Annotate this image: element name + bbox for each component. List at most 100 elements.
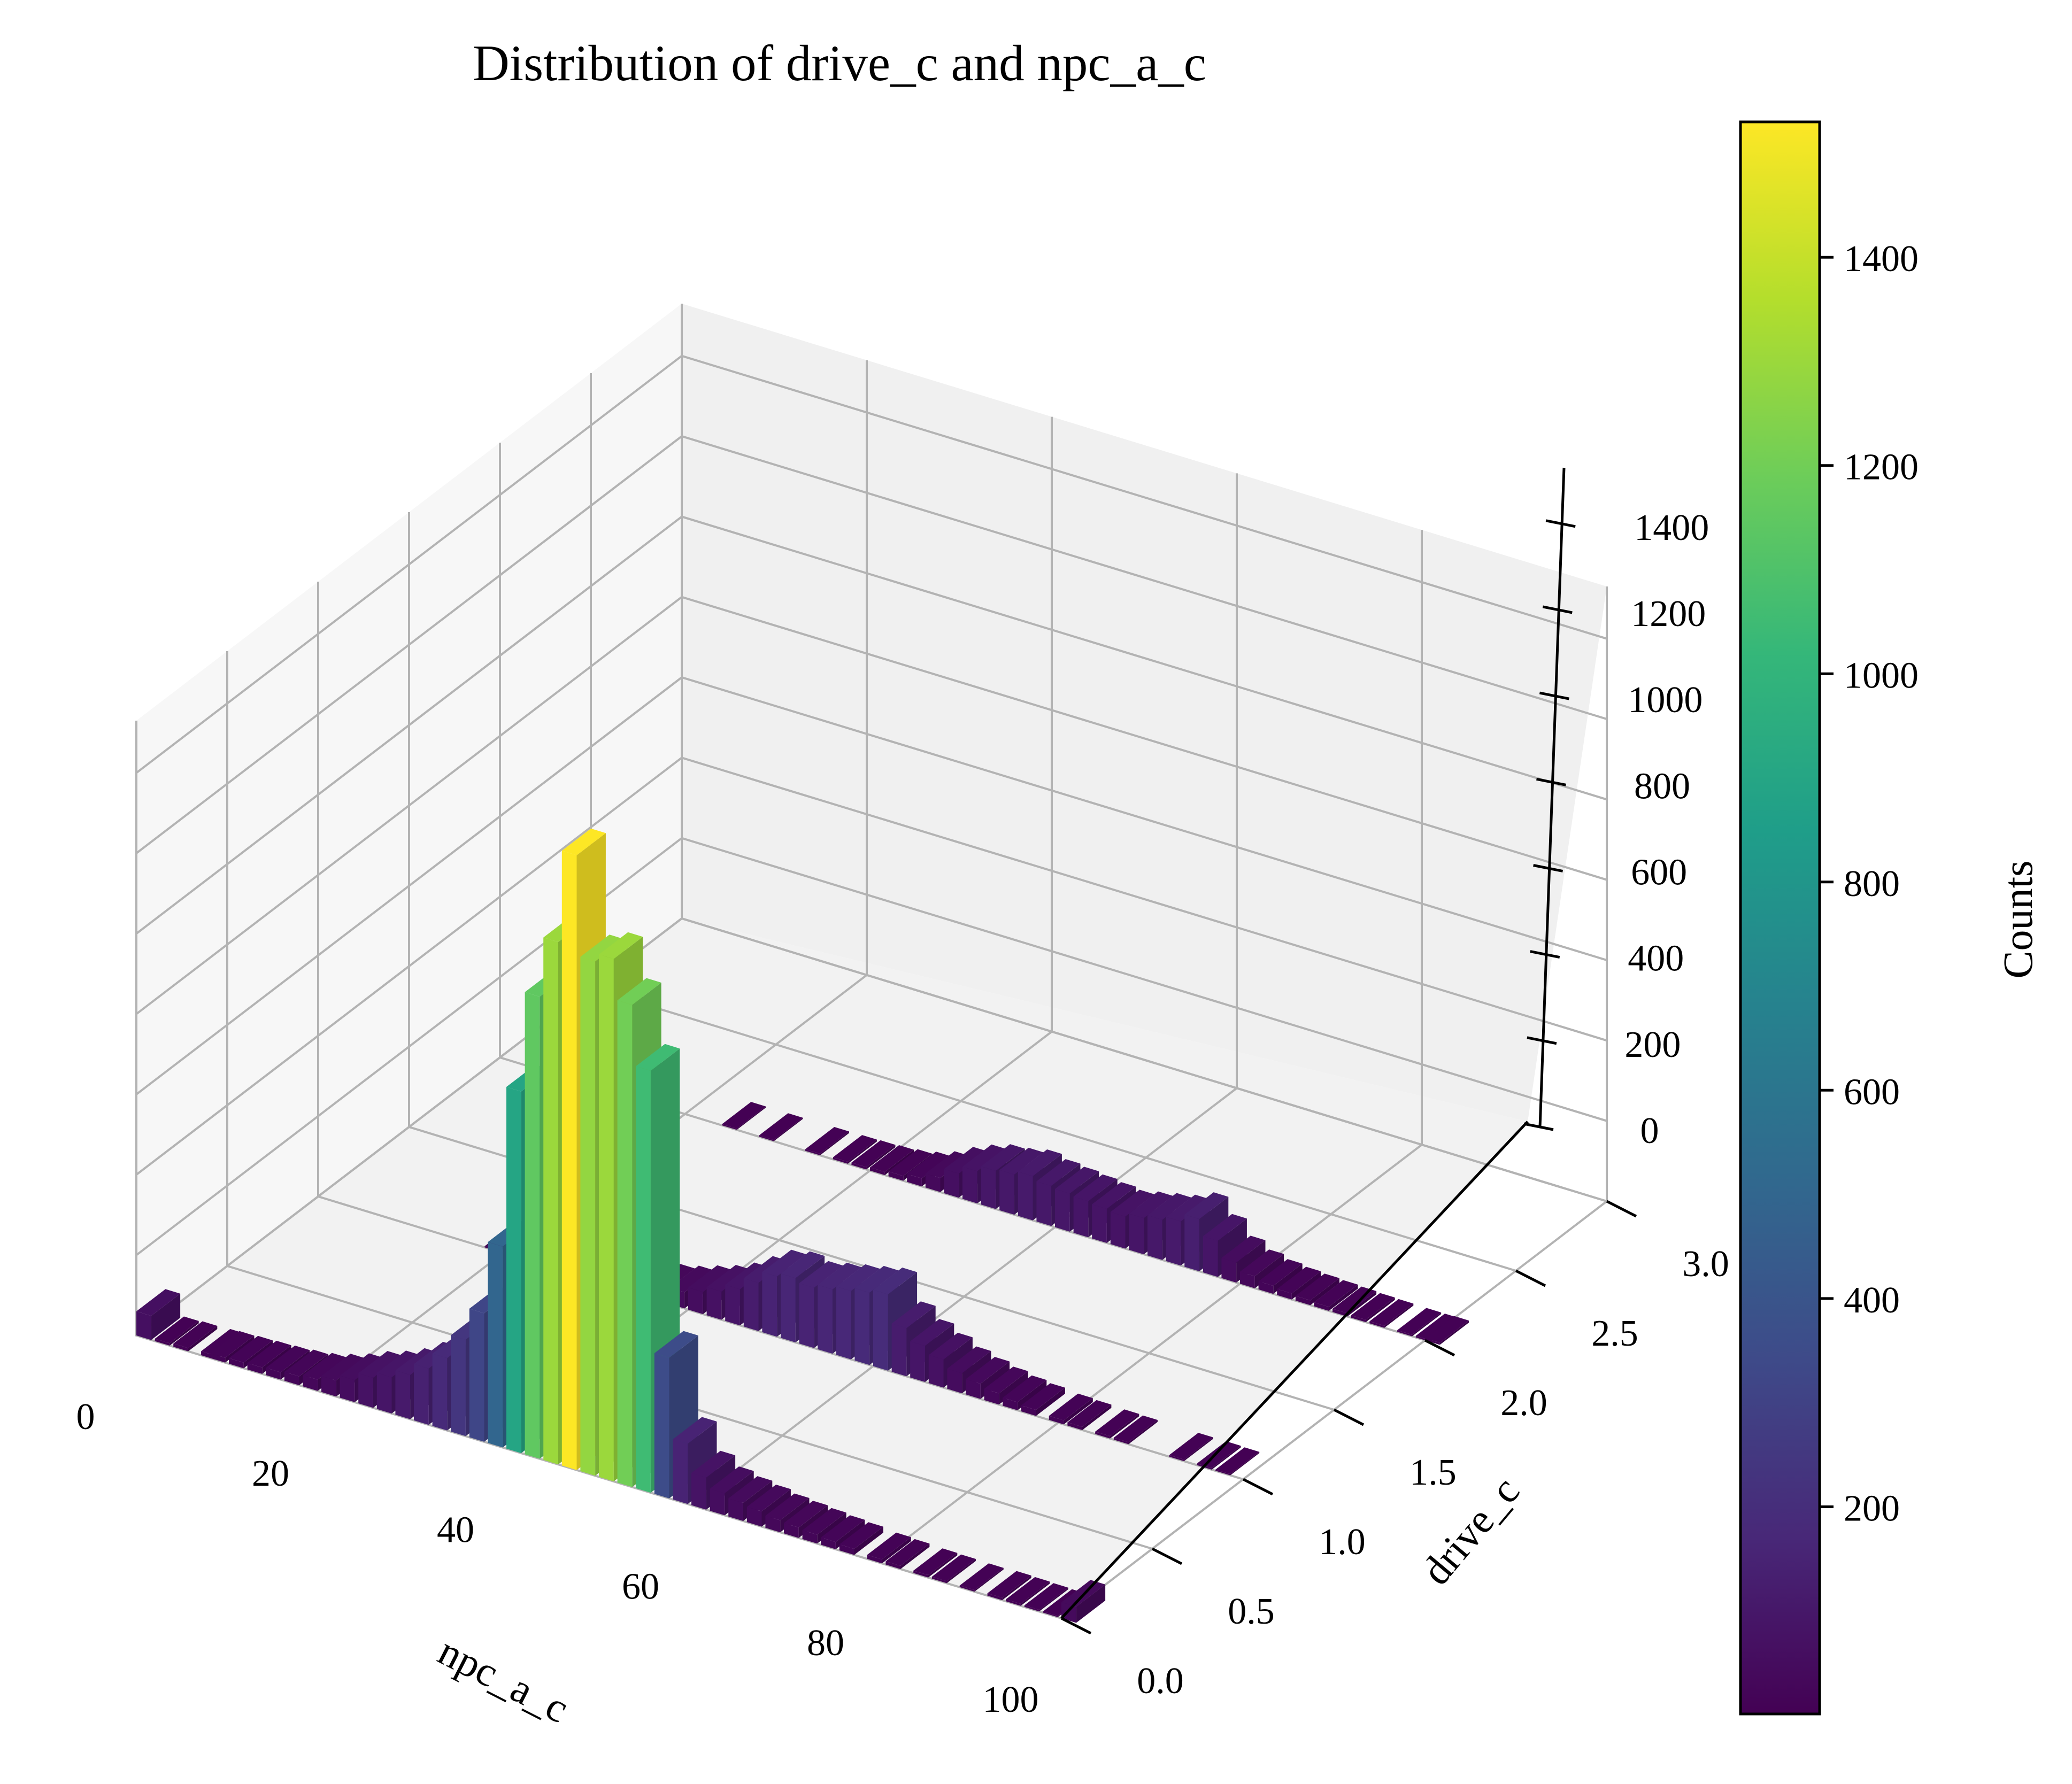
bar-front-face bbox=[1147, 1215, 1162, 1260]
bar-front-face bbox=[488, 1242, 503, 1448]
z-tick-label: 0 bbox=[1640, 1110, 1659, 1152]
y-tick-label: 2.5 bbox=[1591, 1313, 1638, 1354]
bar-front-face bbox=[743, 1278, 759, 1331]
bar-front-face bbox=[966, 1379, 981, 1399]
y-tick-label: 1.5 bbox=[1409, 1452, 1457, 1493]
grid-lines bbox=[135, 304, 1608, 1619]
bar-front-face bbox=[1073, 1196, 1089, 1238]
bar bbox=[1425, 1316, 1469, 1345]
bar-top-face bbox=[818, 1262, 862, 1289]
z-grid-line bbox=[135, 676, 1607, 1095]
bar-front-face bbox=[1169, 1455, 1184, 1462]
bar-front-face bbox=[1240, 1271, 1255, 1288]
z-axis-line bbox=[1538, 467, 1566, 1127]
bar-front-face bbox=[925, 1173, 941, 1192]
bars-group bbox=[136, 828, 1469, 1623]
z-grid-line bbox=[135, 837, 1607, 1256]
bar bbox=[851, 1140, 896, 1170]
z-tick-label: 600 bbox=[1631, 852, 1687, 893]
bar-front-face bbox=[759, 1135, 774, 1141]
bar-top-face bbox=[870, 1145, 914, 1172]
bar-front-face bbox=[839, 1544, 854, 1555]
bar-top-face bbox=[173, 1321, 218, 1348]
x-axis-label: npc_a_c bbox=[432, 1627, 576, 1732]
y-tick-mark bbox=[1060, 1617, 1092, 1635]
bar-side-face bbox=[1036, 1387, 1065, 1416]
bar-front-face bbox=[1221, 1258, 1237, 1283]
bar bbox=[833, 1135, 877, 1164]
y-tick-label: 2.0 bbox=[1500, 1383, 1547, 1424]
z-tick-label: 1000 bbox=[1628, 679, 1703, 721]
bar-top-face bbox=[1113, 1415, 1158, 1442]
bar-top-face bbox=[839, 1522, 883, 1549]
bar-front-face bbox=[833, 1157, 848, 1164]
bar-top-face bbox=[561, 828, 606, 855]
y-tick-label: 1.0 bbox=[1319, 1522, 1366, 1563]
bar-top-face bbox=[1221, 1235, 1266, 1263]
bar-front-face bbox=[1369, 1321, 1384, 1328]
bar-top-face bbox=[722, 1102, 766, 1129]
z-grid-line bbox=[135, 756, 1607, 1176]
bar bbox=[1277, 1266, 1321, 1300]
bar-top-face bbox=[987, 1571, 1031, 1598]
bar-top-face bbox=[781, 1251, 825, 1278]
bar-side-face bbox=[1412, 1312, 1442, 1337]
bar-top-face bbox=[1110, 1190, 1154, 1217]
bar bbox=[1024, 1583, 1068, 1612]
bar bbox=[839, 1522, 883, 1555]
bar-top-face bbox=[1021, 1383, 1065, 1410]
bar-side-face bbox=[774, 1117, 803, 1141]
bar bbox=[1067, 1400, 1112, 1430]
bar-front-face bbox=[907, 1173, 922, 1187]
bar-top-face bbox=[321, 1354, 366, 1381]
bar bbox=[1021, 1383, 1065, 1416]
bar-top-face bbox=[210, 1331, 255, 1358]
bar-side-face bbox=[1020, 1581, 1050, 1606]
bar-front-face bbox=[746, 1507, 762, 1527]
bar-front-face bbox=[1295, 1295, 1311, 1306]
bar-top-face bbox=[928, 1332, 973, 1360]
bar-front-face bbox=[284, 1372, 299, 1386]
colorbar-tick-label: 1200 bbox=[1844, 447, 1919, 488]
bar-front-face bbox=[1021, 1405, 1036, 1416]
bar-top-face bbox=[1067, 1400, 1112, 1427]
bar-top-face bbox=[1036, 1159, 1081, 1186]
bar-top-face bbox=[925, 1151, 969, 1178]
bar-side-face bbox=[151, 1293, 181, 1340]
bar bbox=[1049, 1393, 1093, 1425]
bar-front-face bbox=[617, 1000, 633, 1487]
y-tick-mark bbox=[1606, 1200, 1637, 1218]
bar-front-face bbox=[506, 1087, 521, 1454]
bar-front-face bbox=[1055, 1189, 1070, 1232]
bar-side-face bbox=[1076, 1584, 1106, 1623]
bar-top-face bbox=[999, 1147, 1044, 1175]
bar-front-face bbox=[654, 1353, 669, 1499]
z-tick-label: 800 bbox=[1634, 766, 1690, 807]
x-tick-labels: 0 20 40 60 80 100 bbox=[76, 1396, 1039, 1720]
bar-front-face bbox=[340, 1376, 355, 1402]
bar-top-face bbox=[907, 1152, 951, 1179]
bar-front-face bbox=[321, 1376, 336, 1397]
bar-top-face bbox=[247, 1340, 291, 1368]
bar-front-face bbox=[561, 851, 577, 1470]
bar bbox=[1006, 1577, 1050, 1606]
bar-top-face bbox=[833, 1135, 877, 1162]
bar-top-face bbox=[885, 1539, 930, 1566]
bar-front-face bbox=[1277, 1289, 1292, 1300]
colorbar-tick-label: 400 bbox=[1844, 1280, 1900, 1321]
bar-top-face bbox=[155, 1316, 199, 1343]
colorbar-tick-label: 1000 bbox=[1844, 655, 1919, 696]
bar-top-face bbox=[984, 1366, 1028, 1394]
y-tick-mark bbox=[1151, 1547, 1183, 1565]
bar-top-face bbox=[599, 932, 643, 959]
bar bbox=[913, 1548, 958, 1578]
bar-top-face bbox=[913, 1548, 958, 1576]
y-tick-mark bbox=[1333, 1408, 1365, 1426]
bar-front-face bbox=[673, 1439, 688, 1504]
bar-front-face bbox=[1203, 1236, 1218, 1277]
bar-top-face bbox=[981, 1144, 1025, 1171]
bar-top-face bbox=[944, 1147, 988, 1174]
z-tick-mark bbox=[1527, 1036, 1557, 1045]
bar-side-face bbox=[1291, 1271, 1321, 1300]
bar-front-face bbox=[722, 1124, 737, 1130]
